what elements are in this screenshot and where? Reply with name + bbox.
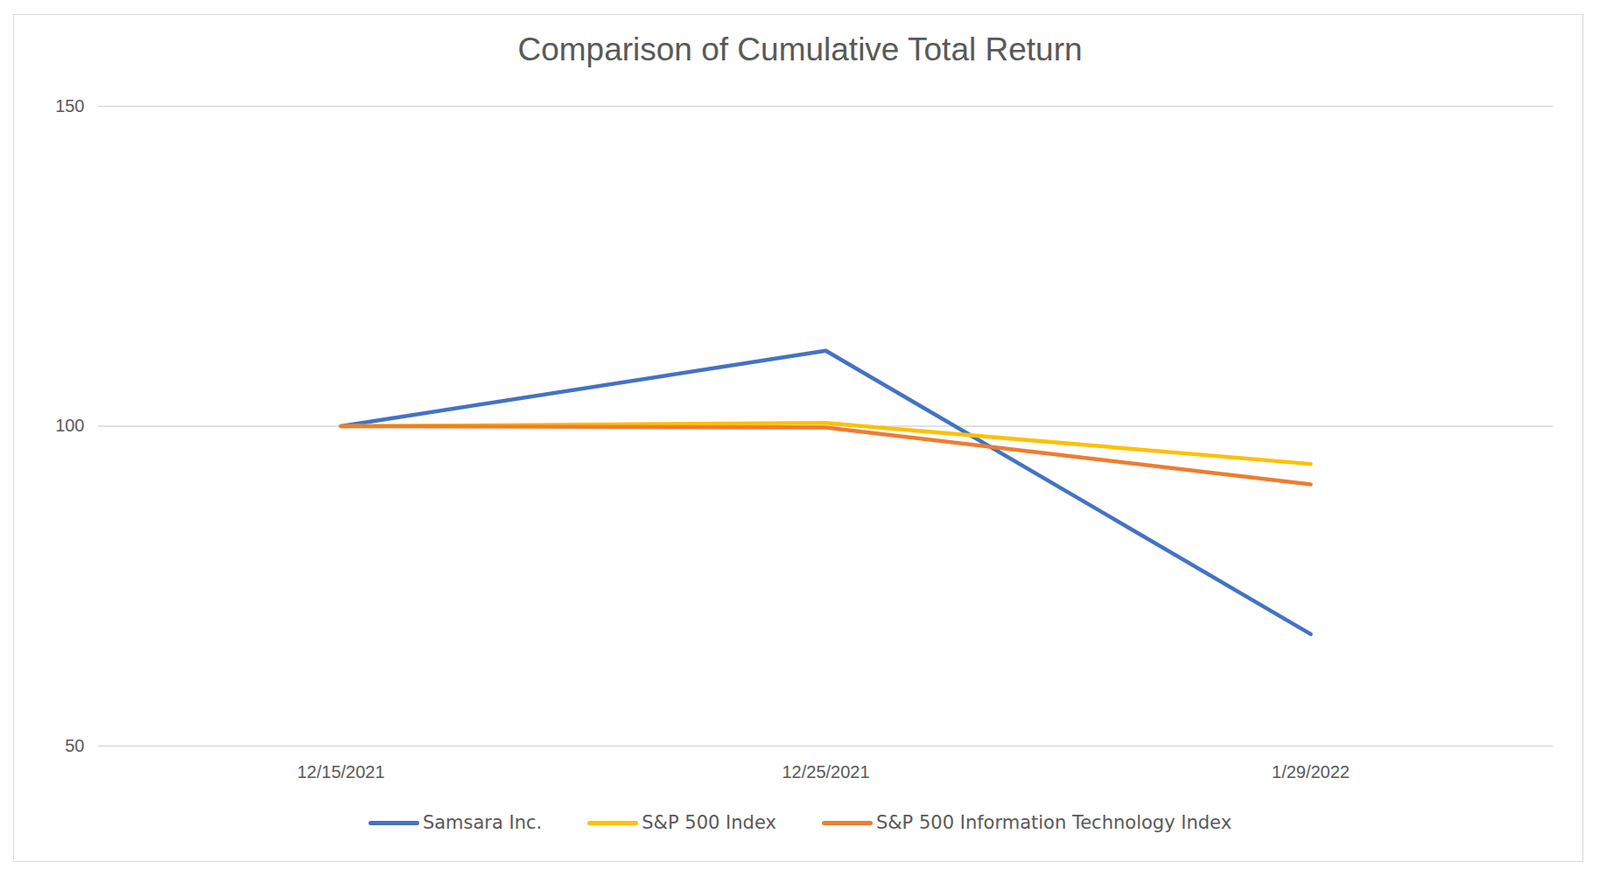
svg-text:12/15/2021: 12/15/2021: [296, 762, 385, 782]
html-text:S&P 500 Index: S&P 500 Index: [641, 812, 777, 834]
svg-text:1/29/2022: 1/29/2022: [1271, 762, 1350, 782]
svg-text:12/25/2021: 12/25/2021: [781, 762, 870, 782]
html-text:Samsara Inc.: Samsara Inc.: [422, 812, 543, 834]
html-text:Comparison of Cumulative Total: Comparison of Cumulative Total Return: [517, 31, 1083, 68]
svg-text:100: 100: [55, 415, 85, 436]
html-text:S&P 500 Information Technology: S&P 500 Information Technology Index: [876, 812, 1232, 834]
svg-text:50: 50: [64, 736, 85, 756]
svg-text:150: 150: [55, 96, 85, 116]
